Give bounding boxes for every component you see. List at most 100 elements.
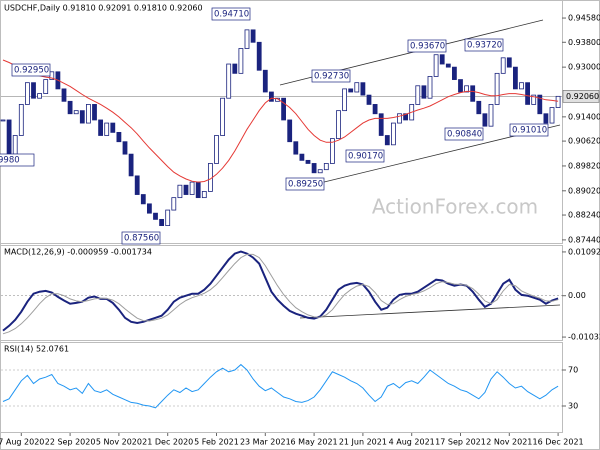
annotation: 0.93720	[467, 41, 502, 51]
candle	[122, 141, 128, 155]
y-tick-label: 70	[568, 366, 578, 375]
candle	[354, 82, 360, 93]
candle	[537, 94, 543, 115]
last-price-box	[562, 90, 600, 103]
y-tick-label: 0.89820	[568, 161, 600, 170]
x-tick-label: 21 Dec 2020	[142, 438, 193, 447]
candle	[226, 63, 232, 99]
x-tick-label: 23 Mar 2021	[240, 438, 291, 447]
candle	[366, 94, 372, 105]
candle	[18, 104, 24, 136]
moving-average	[2, 59, 559, 183]
candle	[543, 113, 549, 124]
candle	[256, 41, 262, 71]
candle	[342, 88, 348, 112]
candle	[311, 163, 317, 174]
candle	[525, 82, 530, 105]
candle	[79, 110, 85, 124]
candle	[299, 153, 305, 161]
candle	[250, 29, 256, 43]
candle	[470, 85, 476, 102]
candle	[488, 104, 494, 127]
annotation: 0.87560	[124, 234, 159, 244]
y-tick-label: 0.93800	[568, 38, 600, 47]
candle	[31, 82, 36, 99]
price-title: USDCHF,Daily 0.91810 0.92091 0.91810 0.9…	[4, 4, 203, 13]
candle	[262, 69, 268, 93]
candle	[183, 184, 189, 195]
candle	[110, 122, 116, 133]
candle	[427, 76, 433, 99]
annotation-box	[311, 69, 351, 83]
candle	[104, 122, 110, 136]
annotation: 0.90170	[348, 152, 383, 162]
candle	[0, 119, 6, 122]
annotation: 9980	[0, 156, 20, 166]
candle	[24, 82, 30, 105]
candle	[336, 110, 341, 140]
indicator-line	[2, 253, 559, 335]
candle	[116, 131, 122, 143]
indicator-line	[2, 363, 559, 409]
candle	[128, 153, 134, 177]
candle	[433, 54, 439, 77]
annotation: 0.90840	[447, 130, 482, 140]
annotation-box	[509, 123, 549, 137]
candle	[458, 79, 463, 93]
candle	[171, 197, 177, 211]
annotation: 0.92730	[314, 72, 349, 82]
y-tick-label: 0.88240	[568, 211, 600, 220]
candle	[305, 159, 311, 164]
candle	[268, 91, 274, 102]
candle	[201, 191, 207, 199]
annotation: 0.94710	[214, 10, 249, 20]
candle	[378, 113, 384, 136]
y-tick-label: 0.94580	[568, 14, 600, 23]
candle	[159, 218, 165, 227]
candle	[214, 135, 219, 164]
candle	[500, 57, 506, 74]
annotation-box	[345, 149, 385, 163]
annotation: 0.89250	[288, 180, 323, 190]
price-panel	[0, 0, 563, 244]
x-tick-label: 2 Nov 2021	[486, 438, 532, 447]
candle	[519, 82, 524, 90]
macd-trendline	[299, 304, 561, 319]
annotation-box	[285, 177, 325, 191]
candle	[549, 107, 555, 124]
candle	[12, 135, 18, 155]
candle	[232, 63, 238, 74]
candle	[372, 104, 378, 115]
annotation-box	[0, 153, 35, 167]
candle	[195, 181, 201, 199]
candle	[384, 135, 390, 146]
annotation-box	[444, 127, 484, 141]
y-tick-label: 0.87440	[568, 235, 600, 244]
candle	[146, 203, 152, 214]
x-tick-label: 5 Feb 2021	[194, 438, 239, 447]
x-tick-label: 4 Aug 2021	[389, 438, 435, 447]
candle	[390, 122, 396, 146]
candle	[555, 95, 561, 108]
watermark: ActionForex.com	[372, 195, 538, 219]
candle	[415, 85, 421, 105]
candle	[348, 88, 354, 93]
annotation: 0.91010	[512, 126, 547, 136]
y-tick-label: -0.01032	[568, 333, 600, 342]
candle	[451, 66, 457, 80]
rsi-panel	[0, 342, 563, 433]
y-tick-label: 0.90620	[568, 137, 600, 146]
candle	[513, 66, 518, 90]
x-tick-label: 7 Aug 2020	[0, 438, 44, 447]
candle	[67, 100, 73, 115]
candle	[37, 93, 42, 99]
candle	[421, 85, 427, 99]
rsi-title: RSI(14) 52.0761	[4, 345, 69, 354]
annotation-box	[11, 63, 51, 77]
candle	[476, 100, 482, 115]
annotation: 0.92950	[14, 66, 49, 76]
candle	[445, 63, 451, 68]
candle	[61, 88, 67, 102]
